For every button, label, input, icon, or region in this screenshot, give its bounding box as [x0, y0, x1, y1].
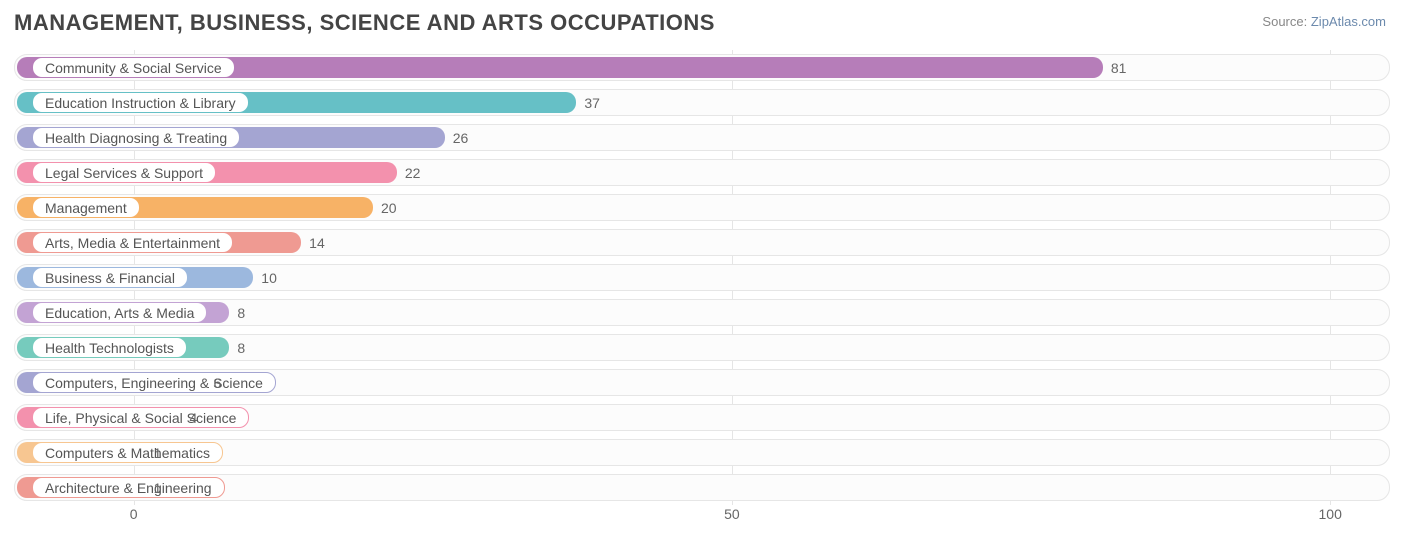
value-label: 22 — [405, 162, 421, 183]
bar-row: Computers & Mathematics1 — [14, 435, 1390, 470]
value-label: 6 — [213, 372, 221, 393]
bar-row: Business & Financial 10 — [14, 260, 1390, 295]
value-label: 20 — [381, 197, 397, 218]
category-label: Health Technologists — [32, 337, 187, 358]
category-label: Health Diagnosing & Treating — [32, 127, 240, 148]
value-label: 26 — [453, 127, 469, 148]
x-tick-label: 50 — [724, 506, 740, 522]
bar-row: Management 20 — [14, 190, 1390, 225]
source-label: Source: — [1262, 14, 1307, 29]
category-label: Education Instruction & Library — [32, 92, 249, 113]
bar-row: Community & Social Service 81 — [14, 50, 1390, 85]
bar-row: Architecture & Engineering1 — [14, 470, 1390, 505]
bar-row: Life, Physical & Social Science4 — [14, 400, 1390, 435]
bar-row: Arts, Media & Entertainment 14 — [14, 225, 1390, 260]
value-label: 14 — [309, 232, 325, 253]
value-label: 37 — [584, 92, 600, 113]
category-label: Life, Physical & Social Science — [32, 407, 249, 428]
bar-row: Legal Services & Support 22 — [14, 155, 1390, 190]
value-label: 1 — [154, 442, 162, 463]
x-tick-label: 0 — [130, 506, 138, 522]
value-label: 8 — [237, 302, 245, 323]
category-label: Legal Services & Support — [32, 162, 216, 183]
category-label: Management — [32, 197, 140, 218]
category-label: Arts, Media & Entertainment — [32, 232, 233, 253]
category-label: Computers & Mathematics — [32, 442, 223, 463]
category-label: Business & Financial — [32, 267, 188, 288]
source-link[interactable]: ZipAtlas.com — [1311, 14, 1386, 29]
category-label: Community & Social Service — [32, 57, 235, 78]
category-label: Architecture & Engineering — [32, 477, 225, 498]
bar-row: Health Diagnosing & Treating 26 — [14, 120, 1390, 155]
source-attribution: Source: ZipAtlas.com — [1262, 14, 1386, 29]
category-label: Computers, Engineering & Science — [32, 372, 276, 393]
value-label: 4 — [190, 407, 198, 428]
bar-row: Health Technologists 8 — [14, 330, 1390, 365]
bar-rows: Community & Social Service81Education In… — [14, 50, 1390, 505]
value-label: 10 — [261, 267, 277, 288]
value-label: 8 — [237, 337, 245, 358]
value-label: 1 — [154, 477, 162, 498]
value-label: 81 — [1111, 57, 1127, 78]
chart-area: Community & Social Service81Education In… — [14, 46, 1390, 536]
x-tick-label: 100 — [1318, 506, 1341, 522]
chart-title: MANAGEMENT, BUSINESS, SCIENCE AND ARTS O… — [14, 10, 1392, 36]
bar-row: Computers, Engineering & Science6 — [14, 365, 1390, 400]
category-label: Education, Arts & Media — [32, 302, 207, 323]
bar-row: Education Instruction & Library 37 — [14, 85, 1390, 120]
bar-row: Education, Arts & Media 8 — [14, 295, 1390, 330]
